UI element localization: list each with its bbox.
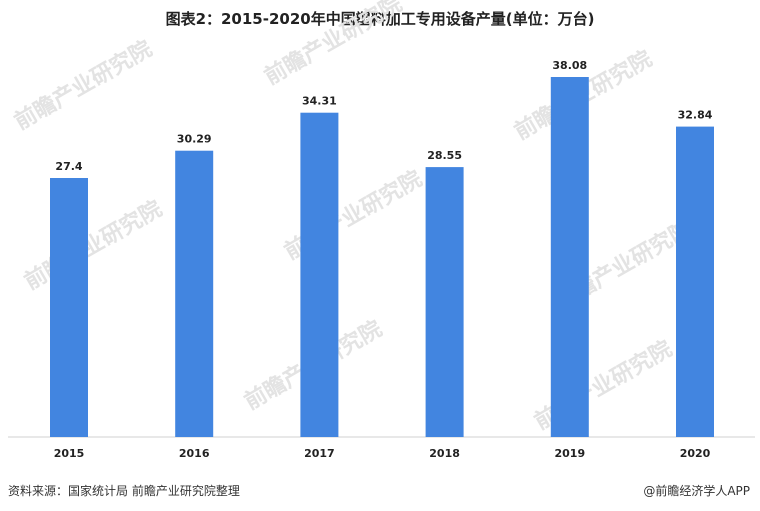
value-label-2016: 30.29 [177,133,212,146]
bar-2017 [300,112,339,437]
bar-2020 [676,126,714,437]
brand-credit: @前瞻经济学人APP [643,484,750,498]
chart-title: 图表2：2015-2020年中国塑料加工专用设备产量(单位：万台) [165,10,595,28]
value-label-2018: 28.55 [427,149,462,162]
watermark-text: 前瞻产业研究院 [10,36,156,136]
bar-2019 [550,77,589,437]
x-tick-label-2015: 2015 [54,447,85,460]
x-tick-label-2016: 2016 [179,447,210,460]
bar-2018 [425,167,464,437]
value-label-2020: 32.84 [678,109,713,122]
value-label-2017: 34.31 [302,95,337,108]
x-tick-label-2018: 2018 [429,447,460,460]
x-tick-label-2019: 2019 [554,447,585,460]
bar-2016 [175,150,214,437]
x-tick-labels-group: 2015 2016 2017 2018 2019 2020 [54,447,711,460]
watermark-text: 前瞻产业研究院 [20,196,166,296]
x-tick-label-2020: 2020 [680,447,711,460]
watermark-text: 前瞻产业研究院 [260,0,406,90]
source-note: 资料来源：国家统计局 前瞻产业研究院整理 [8,484,240,498]
value-label-2019: 38.08 [552,59,587,72]
x-tick-label-2017: 2017 [304,447,335,460]
bars-group [50,77,714,437]
value-label-2015: 27.4 [55,160,82,173]
bar-2015 [50,178,88,437]
value-labels-group: 27.4 30.29 34.31 28.55 38.08 32.84 [55,59,712,173]
